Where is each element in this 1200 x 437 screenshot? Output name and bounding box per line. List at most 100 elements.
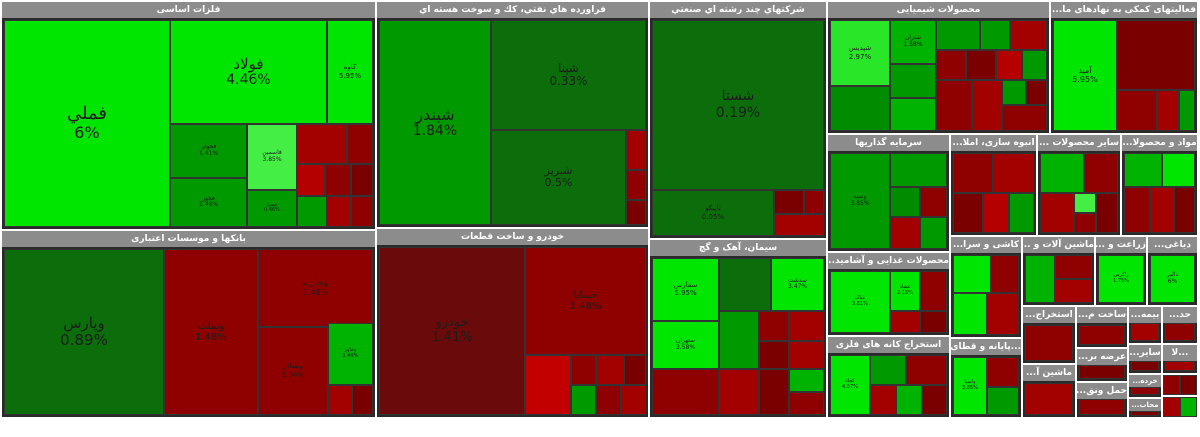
tile-small[interactable] (719, 369, 759, 415)
tile-small[interactable] (626, 130, 646, 170)
tile-small[interactable] (652, 369, 719, 415)
tile-small[interactable] (906, 355, 947, 385)
sector-extraction[interactable]: استخراج... (1023, 307, 1075, 363)
tile-small[interactable] (1055, 255, 1092, 279)
tile-small[interactable] (1009, 193, 1034, 233)
tile-small[interactable] (896, 385, 922, 415)
sector-investment[interactable]: سرمایه گذاریها وسپه 3.85% (828, 135, 949, 251)
tile-small[interactable] (1117, 20, 1195, 90)
tile-small[interactable] (983, 193, 1009, 233)
tile-small[interactable] (789, 341, 824, 369)
sector-transport[interactable]: حمل ونق... (1077, 383, 1127, 417)
tile-small[interactable] (1157, 90, 1179, 131)
sector-banks[interactable]: بانکها و موسسات اعتباری وپارس 0.89% وبمل… (2, 231, 375, 417)
tile-small[interactable] (1131, 323, 1159, 341)
tile-small[interactable] (1074, 193, 1096, 213)
tile-small[interactable] (1131, 411, 1159, 416)
tile-small[interactable] (1163, 397, 1180, 417)
tile-kchad[interactable]: کچاد 4.57% (830, 355, 870, 415)
tile-small[interactable] (759, 311, 789, 341)
tile-small[interactable] (1174, 187, 1195, 233)
tile-small[interactable] (774, 190, 804, 214)
tile-small[interactable] (719, 311, 759, 369)
tile-small[interactable] (1163, 375, 1180, 395)
tile-small[interactable] (870, 355, 906, 385)
tile-small[interactable] (719, 258, 771, 311)
tile-small[interactable] (890, 64, 936, 98)
tile-small[interactable] (953, 153, 993, 193)
tile-small[interactable] (1010, 20, 1047, 50)
sector-la[interactable]: ...لا (1163, 345, 1197, 373)
tile-small[interactable] (870, 385, 896, 415)
tile-small[interactable] (936, 20, 980, 50)
tile-small[interactable] (596, 355, 624, 385)
tile-small[interactable] (980, 20, 1010, 50)
tile-amid[interactable]: آمید 5.95% (1053, 20, 1117, 131)
tile-small[interactable] (571, 385, 596, 415)
tile-small[interactable] (1074, 213, 1096, 233)
tile-small[interactable] (325, 164, 351, 196)
tile-small[interactable] (759, 369, 789, 415)
sector-machines2[interactable]: ماشین آ... (1023, 365, 1075, 417)
tile-small[interactable] (890, 98, 936, 131)
tile-small[interactable] (1117, 90, 1157, 131)
sector-cement[interactable]: سیمان، آهک و گچ سفارس 5.95% ستهران 3.58%… (650, 240, 826, 417)
tile-fakhoz[interactable]: فخوز 1.48% (170, 178, 247, 227)
tile-small[interactable] (621, 385, 646, 415)
tile-kave[interactable]: کاوه 5.95% (327, 20, 373, 124)
tile-small[interactable] (890, 153, 947, 187)
tile-hamro[interactable]: فجهان 1.41% (170, 124, 247, 178)
sector-metal-mining[interactable]: استخراج کانه های فلزی کچاد 4.57% (828, 337, 949, 417)
tile-small[interactable] (297, 164, 325, 196)
tile-small[interactable] (890, 187, 920, 217)
tile-small[interactable] (1002, 80, 1026, 105)
tile-small[interactable] (987, 387, 1019, 415)
tile-small[interactable] (759, 341, 789, 369)
tile-fasami[interactable]: فاسمین 3.85% (247, 124, 297, 190)
tile-small[interactable] (351, 164, 373, 196)
sector-retail[interactable]: خرده... (1129, 375, 1161, 397)
tile-vasapa[interactable]: واسپا 3.85% (953, 357, 987, 415)
tile-small[interactable] (953, 193, 983, 233)
sector-petroleum[interactable]: فراورده هاي نفتي، كك و سوخت هسته اي شبند… (377, 2, 648, 227)
tile-foolad[interactable]: فولاد 4.46% (170, 20, 327, 124)
tile-small[interactable] (1180, 375, 1197, 395)
sector-auto[interactable]: خودرو و ساخت قطعات خودرو 1.41% خساپا 1.4… (377, 229, 648, 417)
sector-other1[interactable]: سایر... (1129, 345, 1161, 373)
tile-small[interactable] (297, 196, 327, 227)
tile-ghshad[interactable]: غشاد 2.16% (890, 271, 920, 311)
sector-pharma-products[interactable]: مواد و محصولا... (1122, 135, 1197, 235)
sector-insurance[interactable]: بیمه... (1129, 307, 1161, 343)
tile-small[interactable] (1055, 279, 1092, 303)
tile-small[interactable] (1025, 325, 1073, 361)
tile-small[interactable] (327, 196, 351, 227)
tile-vtejarat[interactable]: وتجارت 1.48% (258, 249, 373, 327)
tile-small[interactable] (789, 392, 824, 415)
tile-small[interactable] (1079, 325, 1125, 345)
tile-small[interactable] (920, 187, 947, 217)
sector-pharmacy[interactable]: دیاغی... دالبر 6% (1148, 237, 1197, 305)
tile-dalber[interactable]: دالبر 6% (1150, 255, 1195, 303)
tile-vakhar[interactable]: وخاور 1.49% (328, 323, 373, 385)
tile-small[interactable] (920, 217, 947, 249)
tile-small[interactable] (596, 385, 621, 415)
tile-shapdis[interactable]: شپدیس 2.97% (830, 20, 890, 86)
tile-small[interactable] (936, 50, 966, 80)
tile-fsapa[interactable]: فسپا 0.46% (247, 190, 297, 227)
tile-small[interactable] (525, 355, 571, 415)
tile-small[interactable] (830, 86, 890, 131)
tile-small[interactable] (624, 355, 646, 385)
tile-small[interactable] (987, 293, 1019, 335)
tile-small[interactable] (987, 357, 1019, 387)
tile-shetran[interactable]: شتران 1.58% (890, 20, 936, 64)
sector-financial-aux[interactable]: فعالیتهای کمکی به نهادهای ما... آمید 5.9… (1051, 2, 1197, 133)
sector-multi-industry[interactable]: شركتهاي چند رشته اي صنعتي شستا 0.19% تاپ… (650, 2, 826, 238)
tile-vsapa[interactable]: وسپه 3.85% (830, 153, 890, 249)
tile-shasta[interactable]: شستا 0.19% (652, 20, 824, 190)
tile-small[interactable] (1180, 397, 1197, 417)
tile-small[interactable] (1002, 105, 1047, 131)
sector-offer[interactable]: عرضه بر... (1077, 349, 1127, 381)
tile-small[interactable] (922, 385, 947, 415)
tile-small[interactable] (1079, 399, 1125, 415)
tile-shenaft[interactable]: شپنا 0.33% (491, 20, 646, 130)
